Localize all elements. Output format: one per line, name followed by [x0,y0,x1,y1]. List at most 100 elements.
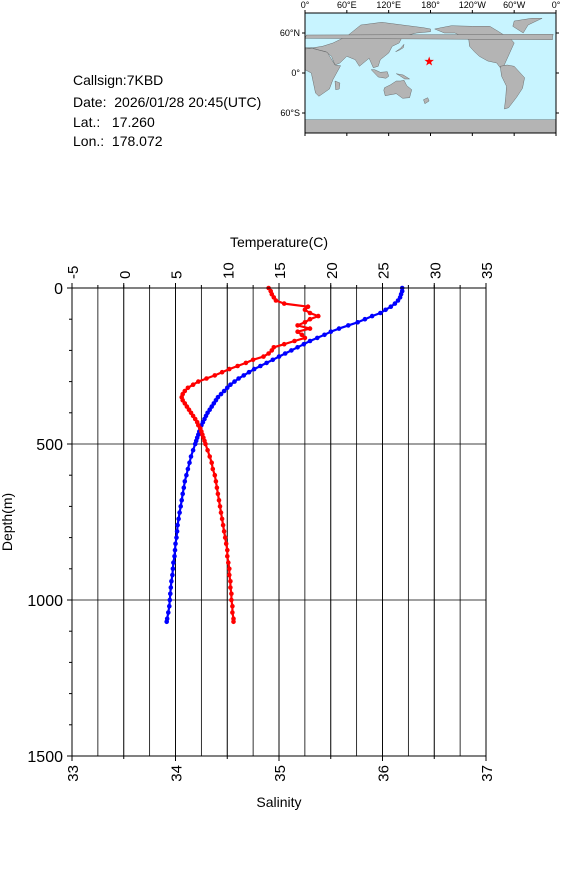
salinity-point [231,619,236,625]
temperature-point [270,357,276,363]
salinity-point [281,341,287,347]
salinity-tick-label: 37 [479,765,496,782]
salinity-point [220,522,226,528]
salinity-point [295,323,300,328]
salinity-point [227,366,232,372]
depth-tick-label: 1500 [27,749,63,766]
salinity-point [214,485,220,491]
salinity-point [302,335,308,341]
temperature-point [362,316,368,322]
map-land [304,18,557,134]
temperature-point [172,547,178,553]
salinity-point [207,454,212,459]
salinity-tick-label: 33 [65,765,82,782]
salinity-point [223,541,229,547]
salinity-point [219,516,225,522]
temperature-point [170,566,176,572]
salinity-point [292,338,297,344]
salinity-point [213,479,219,484]
salinity-point [203,441,208,447]
temperature-point [336,326,342,331]
latitude-text: Lat.: 17.260 [73,114,155,130]
salinity-point [250,357,256,363]
map-lon-label: 180° [421,0,440,10]
temperature-tick-label: 10 [220,262,237,279]
temperature-point [236,376,241,381]
map-lon-label: 0° [552,0,561,10]
station-star [424,56,434,66]
map-lon-label: 60°W [503,0,526,10]
salinity-point [225,554,230,559]
temperature-point [395,298,401,303]
map-lat-label: 0° [291,68,300,78]
temperature-point [225,385,230,391]
salinity-point [185,385,191,391]
temperature-point [264,360,269,366]
salinity-point [225,547,230,553]
temperature-tick-label: -5 [65,266,82,279]
salinity-point [228,579,233,584]
temperature-point [177,510,182,515]
salinity-point [226,560,231,565]
temperature-tick-label: 30 [427,262,444,279]
salinity-tick-label: 34 [169,765,186,782]
salinity-point [210,466,216,472]
temperature-point [301,341,307,347]
salinity-point [235,363,240,369]
temperature-point [388,304,394,309]
date-text: Date: 2026/01/28 20:45(UTC) [73,94,262,110]
temperature-point [171,560,176,565]
temperature-point [167,603,172,609]
temperature-point [174,529,180,534]
salinity-point [212,373,218,378]
temperature-point [392,301,398,306]
map-lon-label: 60°E [337,0,357,10]
depth-tick-label: 500 [36,437,63,454]
temperature-tick-label: 35 [479,262,496,279]
map-lon-label: 120°W [459,0,487,10]
salinity-point [305,304,311,309]
salinity-point [190,382,196,388]
temperature-tick-label: 0 [117,271,134,279]
map-lat-label: 60°S [280,108,300,118]
temperature-line [165,288,404,622]
salinity-point [302,320,308,325]
temperature-point [258,363,263,369]
temperature-point [173,541,178,547]
land-shape [304,22,431,68]
temperature-point [251,366,257,372]
salinity-point [229,597,234,603]
salinity-point [269,348,275,353]
temperature-tick-label: 15 [272,262,289,279]
temperature-point [184,472,189,478]
salinity-point [228,585,233,590]
temperature-point [221,388,227,394]
temperature-point [228,382,233,388]
salinity-point [218,510,224,515]
land-shape [383,80,412,99]
temperature-point [192,441,198,447]
salinity-point [266,351,271,356]
map-frame [304,12,557,134]
temperature-point [174,535,179,540]
temperature-point [378,310,383,316]
temperature-point [322,332,327,338]
map-lon-label: 120°E [376,0,401,10]
temperature-point [164,619,169,625]
salinity-point [229,591,234,597]
temperature-point [170,572,175,578]
temperature-point [185,466,191,472]
depth-tick-label: 1000 [27,593,63,610]
land-shape [334,80,341,90]
temperature-point [246,369,252,375]
temperature-point [383,307,388,313]
land-shape [395,43,405,52]
temperature-tick-label: 25 [376,262,393,279]
land-shape [423,97,430,105]
salinity-point [204,376,209,381]
temperature-point [328,329,334,334]
salinity-point [209,460,214,466]
salinity-tick-label: 36 [376,765,393,782]
temperature-point [178,504,183,509]
